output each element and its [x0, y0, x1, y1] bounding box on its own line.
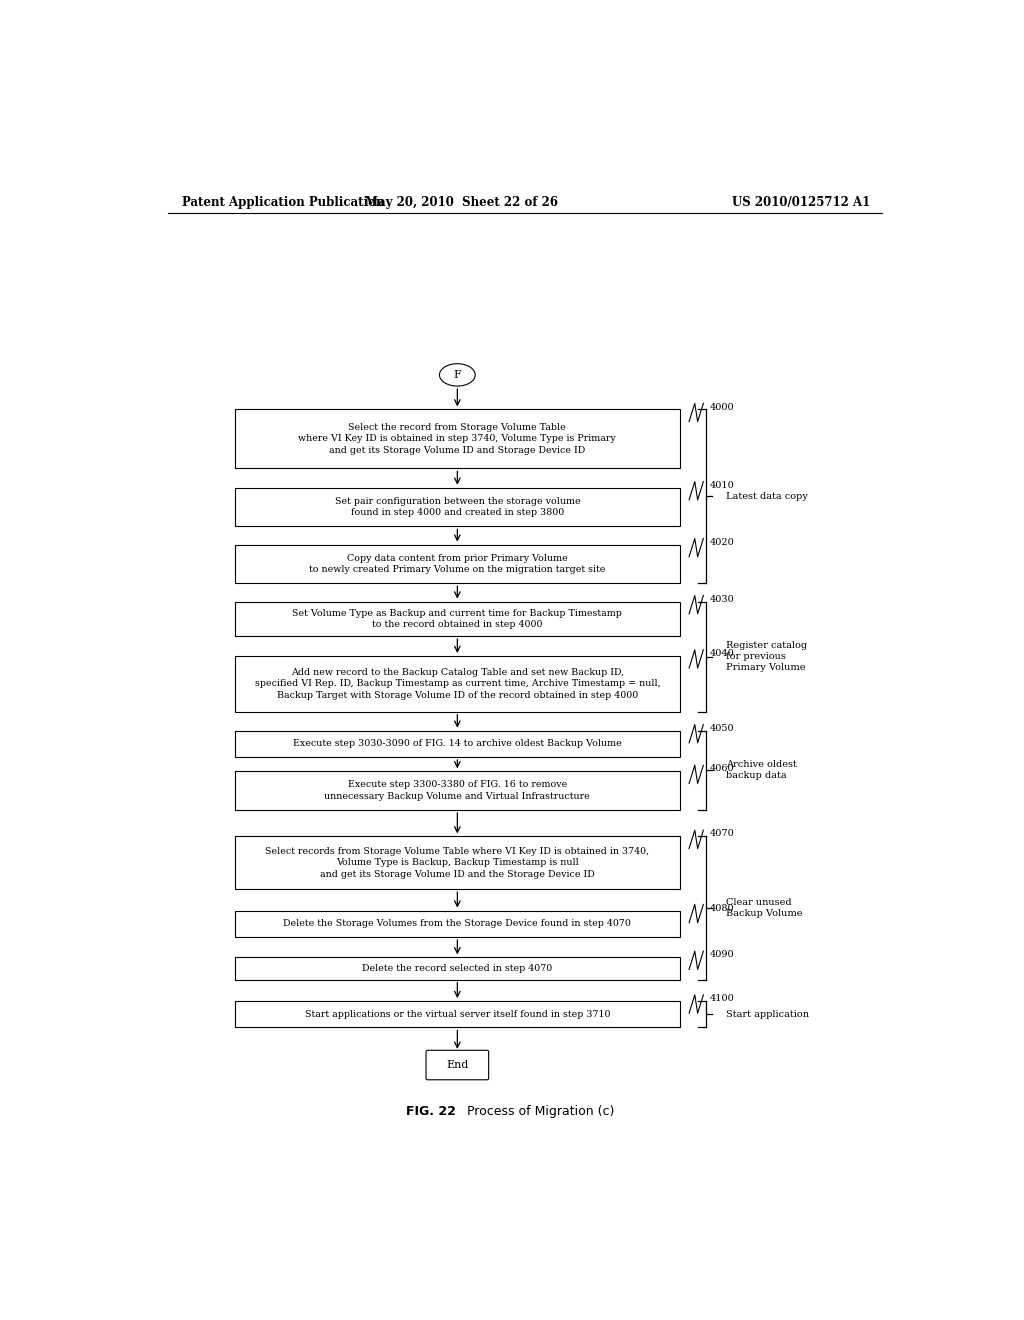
Text: Start application: Start application — [726, 1010, 809, 1019]
Text: End: End — [446, 1060, 469, 1071]
FancyBboxPatch shape — [236, 911, 680, 937]
Text: 4090: 4090 — [710, 950, 734, 960]
FancyBboxPatch shape — [236, 1001, 680, 1027]
Text: Delete the Storage Volumes from the Storage Device found in step 4070: Delete the Storage Volumes from the Stor… — [284, 919, 631, 928]
Text: 4100: 4100 — [710, 994, 734, 1003]
Text: 4060: 4060 — [710, 764, 734, 774]
FancyBboxPatch shape — [236, 731, 680, 758]
Text: Set Volume Type as Backup and current time for Backup Timestamp
to the record ob: Set Volume Type as Backup and current ti… — [293, 609, 623, 630]
Text: Process of Migration (c): Process of Migration (c) — [463, 1105, 614, 1118]
Text: US 2010/0125712 A1: US 2010/0125712 A1 — [732, 195, 870, 209]
FancyBboxPatch shape — [236, 957, 680, 979]
Text: Execute step 3300-3380 of FIG. 16 to remove
unnecessary Backup Volume and Virtua: Execute step 3300-3380 of FIG. 16 to rem… — [325, 780, 590, 801]
Text: FIG. 22: FIG. 22 — [406, 1105, 456, 1118]
Text: Set pair configuration between the storage volume
found in step 4000 and created: Set pair configuration between the stora… — [335, 496, 581, 517]
Text: 4080: 4080 — [710, 904, 734, 912]
Text: Select records from Storage Volume Table where VI Key ID is obtained in 3740,
Vo: Select records from Storage Volume Table… — [265, 847, 649, 879]
Text: 4010: 4010 — [710, 480, 734, 490]
Text: Add new record to the Backup Catalog Table and set new Backup ID,
specified VI R: Add new record to the Backup Catalog Tab… — [255, 668, 660, 700]
Text: Register catalog
for previous
Primary Volume: Register catalog for previous Primary Vo… — [726, 642, 807, 672]
FancyBboxPatch shape — [236, 837, 680, 890]
Text: 4070: 4070 — [710, 829, 734, 838]
Text: F: F — [454, 370, 461, 380]
Text: 4040: 4040 — [710, 649, 734, 657]
FancyBboxPatch shape — [236, 771, 680, 810]
Text: May 20, 2010  Sheet 22 of 26: May 20, 2010 Sheet 22 of 26 — [365, 195, 558, 209]
Text: Delete the record selected in step 4070: Delete the record selected in step 4070 — [362, 964, 553, 973]
FancyBboxPatch shape — [236, 487, 680, 527]
Text: 4020: 4020 — [710, 537, 734, 546]
Ellipse shape — [439, 364, 475, 385]
Text: Patent Application Publication: Patent Application Publication — [182, 195, 384, 209]
Text: Copy data content from prior Primary Volume
to newly created Primary Volume on t: Copy data content from prior Primary Vol… — [309, 553, 605, 574]
Text: Archive oldest
backup data: Archive oldest backup data — [726, 760, 797, 780]
FancyBboxPatch shape — [426, 1051, 488, 1080]
Text: 4050: 4050 — [710, 723, 734, 733]
FancyBboxPatch shape — [236, 602, 680, 636]
FancyBboxPatch shape — [236, 656, 680, 711]
Text: Start applications or the virtual server itself found in step 3710: Start applications or the virtual server… — [304, 1010, 610, 1019]
Text: Latest data copy: Latest data copy — [726, 492, 808, 500]
Text: Clear unused
Backup Volume: Clear unused Backup Volume — [726, 898, 802, 917]
FancyBboxPatch shape — [236, 409, 680, 469]
Text: 4000: 4000 — [710, 403, 734, 412]
Text: Select the record from Storage Volume Table
where VI Key ID is obtained in step : Select the record from Storage Volume Ta… — [298, 422, 616, 455]
Text: Execute step 3030-3090 of FIG. 14 to archive oldest Backup Volume: Execute step 3030-3090 of FIG. 14 to arc… — [293, 739, 622, 748]
FancyBboxPatch shape — [236, 545, 680, 583]
Text: 4030: 4030 — [710, 594, 734, 603]
